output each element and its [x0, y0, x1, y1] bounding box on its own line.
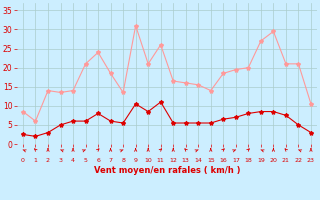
X-axis label: Vent moyen/en rafales ( km/h ): Vent moyen/en rafales ( km/h ) — [94, 166, 240, 175]
